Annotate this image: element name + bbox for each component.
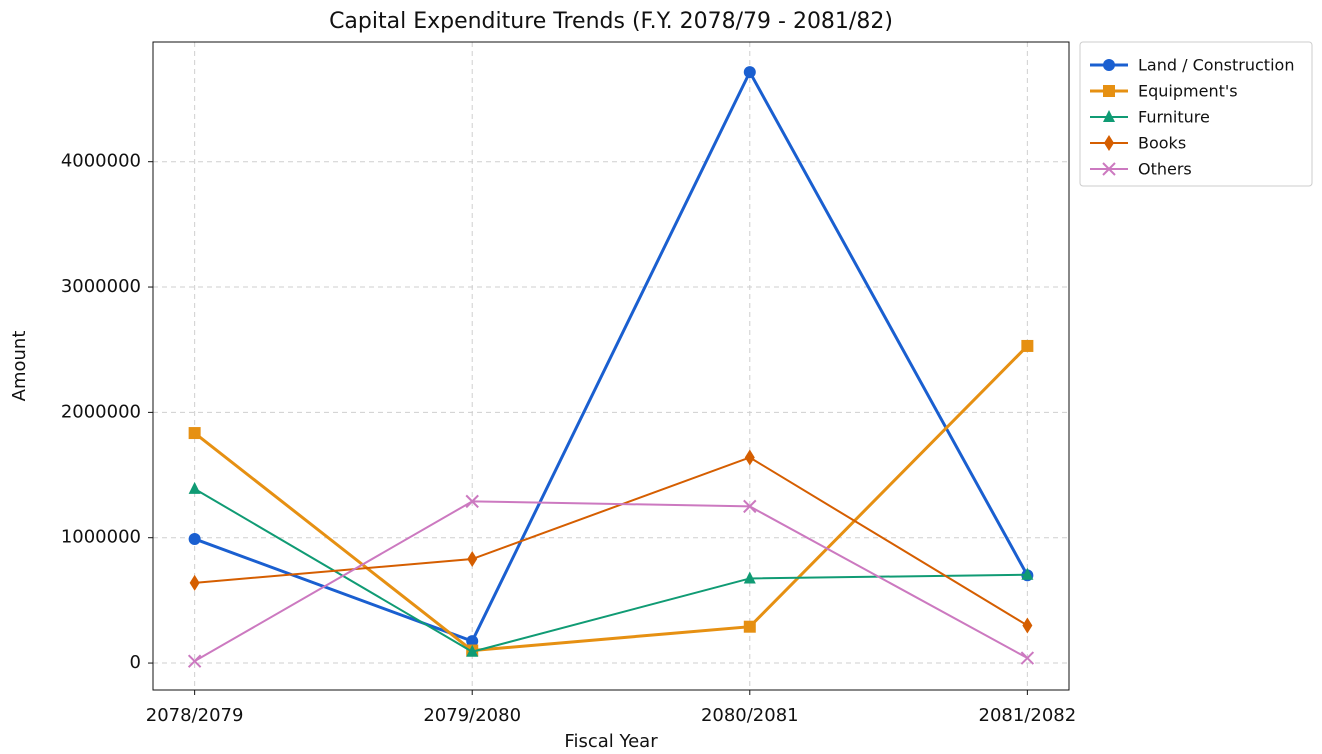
legend-marker (1103, 110, 1115, 122)
y-tick-label: 3000000 (61, 276, 141, 297)
x-axis-label: Fiscal Year (564, 731, 658, 752)
legend-marker (1104, 135, 1114, 151)
y-tick-label: 0 (130, 652, 141, 673)
series-line (194, 68, 1029, 643)
data-point (465, 494, 479, 509)
data-point (1020, 651, 1035, 665)
y-tick-label: 1000000 (61, 527, 141, 548)
data-point (467, 551, 478, 568)
data-point (1021, 567, 1034, 580)
series-line (194, 500, 1028, 663)
y-tick-label: 2000000 (61, 401, 141, 422)
legend-label: Others (1138, 160, 1192, 179)
data-point (743, 620, 756, 633)
data-point (188, 481, 201, 494)
data-point (1022, 617, 1033, 634)
legend-marker (1102, 162, 1116, 176)
x-tick-label: 2079/2080 (423, 705, 521, 726)
y-tick-label: 4000000 (61, 151, 141, 172)
x-tick-label: 2078/2079 (146, 705, 244, 726)
legend-label: Furniture (1138, 108, 1210, 127)
legend-label: Books (1138, 134, 1186, 153)
series-line (193, 344, 1029, 653)
series-line (194, 487, 1028, 653)
y-axis-label: Amount (9, 331, 30, 402)
data-point (187, 654, 202, 668)
legend-marker (1103, 59, 1115, 71)
x-tick-label: 2081/2082 (979, 705, 1077, 726)
data-point (743, 499, 757, 514)
legend-box (1079, 41, 1313, 187)
plot-frame (152, 41, 1070, 691)
legend-label: Equipment's (1138, 82, 1238, 101)
chart-title: Capital Expenditure Trends (F.Y. 2078/79… (329, 9, 893, 34)
data-point (466, 635, 479, 648)
data-point (188, 427, 201, 440)
legend-label: Land / Construction (1138, 56, 1294, 75)
data-point (1021, 339, 1034, 352)
data-point (743, 571, 756, 584)
data-point (744, 449, 755, 466)
data-point (743, 66, 756, 79)
data-point (189, 574, 200, 591)
data-point (466, 644, 479, 657)
legend-marker (1103, 85, 1115, 97)
data-point (188, 532, 201, 545)
series-line (194, 456, 1028, 627)
x-tick-label: 2080/2081 (701, 705, 799, 726)
